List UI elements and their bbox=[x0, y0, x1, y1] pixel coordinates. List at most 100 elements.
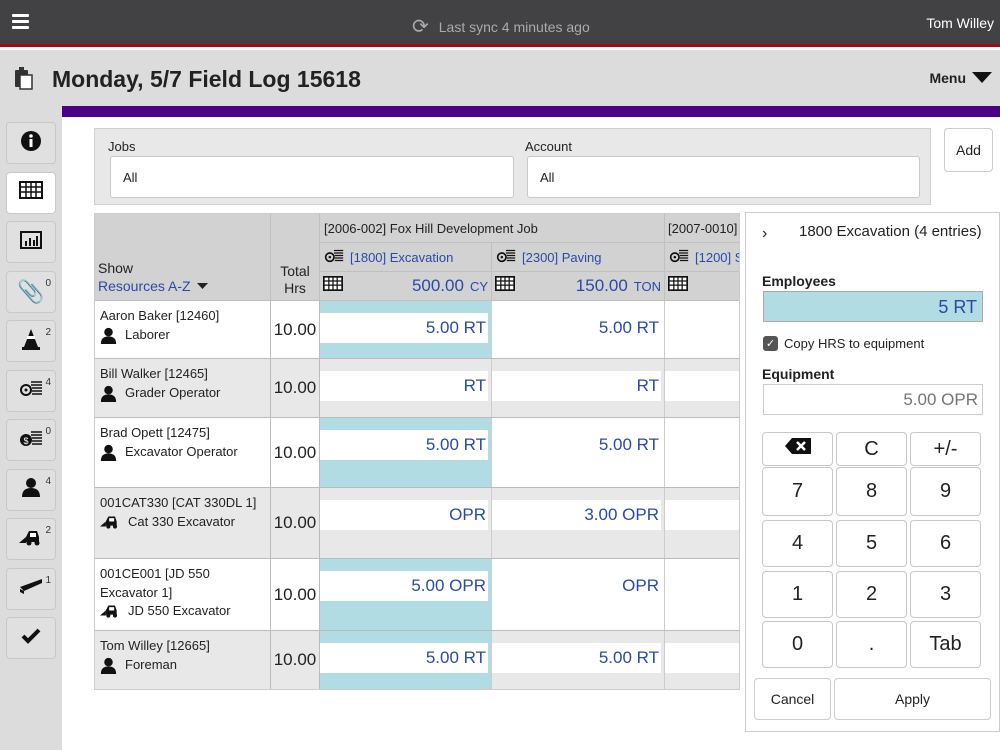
cost-code-header[interactable]: [1800] Excavation bbox=[320, 243, 492, 272]
sidebar-item-check[interactable] bbox=[6, 617, 56, 659]
job-header: [2006-002] Fox Hill Development Job bbox=[320, 214, 665, 243]
sidebar-badge: 4 bbox=[45, 475, 51, 487]
resource-cell[interactable]: Aaron Baker [12460] Laborer bbox=[95, 301, 271, 358]
time-entry-value: 5.00 RT bbox=[492, 643, 661, 673]
menu-button[interactable]: Menu bbox=[929, 70, 992, 86]
sign-key[interactable]: +/- bbox=[910, 432, 981, 466]
table-row: Brad Opett [12475] Excavator Operator 10.0… bbox=[95, 418, 739, 488]
sort-dropdown[interactable]: Resources A-Z bbox=[98, 278, 208, 294]
employees-input[interactable]: 5 RT bbox=[763, 291, 983, 322]
time-entry-cell[interactable] bbox=[665, 559, 739, 630]
time-entry-cell[interactable]: 5.00 RT bbox=[492, 301, 665, 358]
person-icon bbox=[100, 656, 117, 680]
copy-hrs-checkbox[interactable]: ✓ Copy HRS to equipment bbox=[763, 336, 924, 351]
decimal-key[interactable]: . bbox=[836, 621, 907, 668]
resource-cell[interactable]: 001CAT330 [CAT 330DL 1] Cat 330 Excavator bbox=[95, 488, 271, 558]
key-5[interactable]: 5 bbox=[836, 520, 907, 567]
resource-cell[interactable]: Brad Opett [12475] Excavator Operator bbox=[95, 418, 271, 487]
quantity-header[interactable] bbox=[665, 272, 739, 301]
sidebar-item-loader[interactable]: 2 bbox=[6, 518, 56, 560]
key-c[interactable]: C bbox=[836, 432, 907, 466]
sidebar-item-money-list[interactable]: $0 bbox=[6, 419, 56, 461]
time-entry-cell[interactable]: 5.00 RT bbox=[320, 418, 492, 487]
time-entry-cell[interactable] bbox=[665, 488, 739, 558]
key-0[interactable]: 0 bbox=[762, 621, 833, 668]
resource-role: Foreman bbox=[125, 656, 178, 672]
key-8[interactable]: 8 bbox=[836, 467, 907, 516]
time-entry-cell[interactable]: RT bbox=[492, 359, 665, 417]
time-entry-cell[interactable]: RT bbox=[320, 359, 492, 417]
total-hours: 10.00 bbox=[271, 559, 320, 630]
collapse-chevron-icon[interactable]: › bbox=[762, 225, 768, 242]
resource-cell[interactable]: 001CE001 [JD 550 Excavator 1] JD 550 Exca… bbox=[95, 559, 271, 630]
resource-name: Brad Opett [12475] bbox=[100, 425, 210, 440]
time-entry-cell[interactable]: 5.00 RT bbox=[492, 631, 665, 689]
cost-code-header[interactable]: [2300] Paving bbox=[492, 243, 665, 272]
time-entry-value bbox=[665, 313, 739, 343]
sidebar-item-cone[interactable]: 2 bbox=[6, 320, 56, 362]
key-label: 3 bbox=[939, 583, 952, 605]
key-label: 4 bbox=[791, 532, 804, 554]
time-entry-cell[interactable]: OPR bbox=[492, 559, 665, 630]
time-entry-cell[interactable]: 5.00 OPR bbox=[320, 559, 492, 630]
cancel-button[interactable]: Cancel bbox=[754, 678, 831, 720]
jobs-select[interactable]: All bbox=[110, 156, 514, 198]
resource-role: Excavator Operator bbox=[125, 443, 238, 459]
sidebar-item-chart[interactable] bbox=[6, 221, 56, 263]
clipboard-icon bbox=[12, 66, 34, 95]
resource-name: Aaron Baker [12460] bbox=[100, 308, 220, 323]
key-7[interactable]: 7 bbox=[762, 467, 833, 516]
beam-icon bbox=[18, 577, 44, 600]
time-entry-cell[interactable]: 5.00 RT bbox=[320, 631, 492, 689]
resource-cell[interactable]: Tom Willey [12665] Foreman bbox=[95, 631, 271, 689]
table-row: Bill Walker [12465] Grader Operator 10.00 R… bbox=[95, 359, 739, 418]
account-select[interactable]: All bbox=[527, 156, 920, 198]
sidebar-item-paperclip[interactable]: 📎 0 bbox=[6, 270, 56, 313]
sidebar-item-target-list[interactable]: 4 bbox=[6, 369, 56, 412]
sidebar-item-info[interactable] bbox=[6, 122, 56, 164]
time-entry-cell[interactable]: 3.00 OPR bbox=[492, 488, 665, 558]
sidebar-badge: 2 bbox=[45, 525, 51, 536]
key-9[interactable]: 9 bbox=[910, 467, 981, 516]
time-entry-value: 5.00 RT bbox=[320, 313, 488, 343]
key-tab[interactable]: Tab bbox=[910, 621, 981, 668]
time-entry-cell[interactable] bbox=[665, 631, 739, 689]
backspace-key[interactable] bbox=[762, 432, 833, 466]
resource-role: Cat 330 Excavator bbox=[128, 513, 235, 529]
resource-cell[interactable]: Bill Walker [12465] Grader Operator bbox=[95, 359, 271, 417]
apply-button[interactable]: Apply bbox=[834, 678, 991, 720]
time-entry-cell[interactable] bbox=[665, 359, 739, 417]
cost-code-header[interactable]: [1200] S bbox=[665, 243, 739, 272]
key-4[interactable]: 4 bbox=[762, 520, 833, 567]
time-entry-value: OPR bbox=[492, 571, 661, 601]
time-entry-cell[interactable]: OPR bbox=[320, 488, 492, 558]
time-entry-cell[interactable]: 5.00 RT bbox=[492, 418, 665, 487]
top-bar bbox=[0, 0, 1000, 47]
sync-status[interactable]: ⟳ Last sync 4 minutes ago bbox=[412, 14, 590, 39]
sidebar-item-beam[interactable]: 1 bbox=[6, 567, 56, 610]
resource-role: JD 550 Excavator bbox=[128, 603, 231, 618]
user-name[interactable]: Tom Willey bbox=[926, 15, 994, 31]
target-list-icon bbox=[324, 248, 344, 266]
key-label: Tab bbox=[929, 633, 962, 655]
sidebar-item-person[interactable]: 4 bbox=[6, 468, 56, 511]
key-label: 9 bbox=[939, 480, 952, 502]
time-entry-cell[interactable] bbox=[665, 418, 739, 487]
time-entry-value bbox=[665, 430, 739, 460]
add-button[interactable]: Add bbox=[944, 128, 993, 172]
hamburger-menu-icon[interactable] bbox=[12, 14, 29, 30]
quantity-header[interactable]: 500.00 CY bbox=[320, 272, 492, 301]
key-label: 6 bbox=[939, 532, 952, 554]
key-1[interactable]: 1 bbox=[762, 571, 833, 618]
equipment-input[interactable] bbox=[763, 384, 983, 415]
time-entry-cell[interactable] bbox=[665, 301, 739, 358]
key-6[interactable]: 6 bbox=[910, 520, 981, 567]
key-2[interactable]: 2 bbox=[836, 571, 907, 618]
cost-code-label: [2300] Paving bbox=[522, 249, 602, 265]
quantity-header[interactable]: 150.00 TON bbox=[492, 272, 665, 301]
time-entry-cell[interactable]: 5.00 RT bbox=[320, 301, 492, 358]
key-3[interactable]: 3 bbox=[910, 571, 981, 618]
sidebar-item-grid[interactable] bbox=[6, 171, 56, 214]
panel-title: 1800 Excavation (4 entries) bbox=[799, 223, 982, 240]
time-entry-value: 5.00 RT bbox=[320, 643, 488, 673]
